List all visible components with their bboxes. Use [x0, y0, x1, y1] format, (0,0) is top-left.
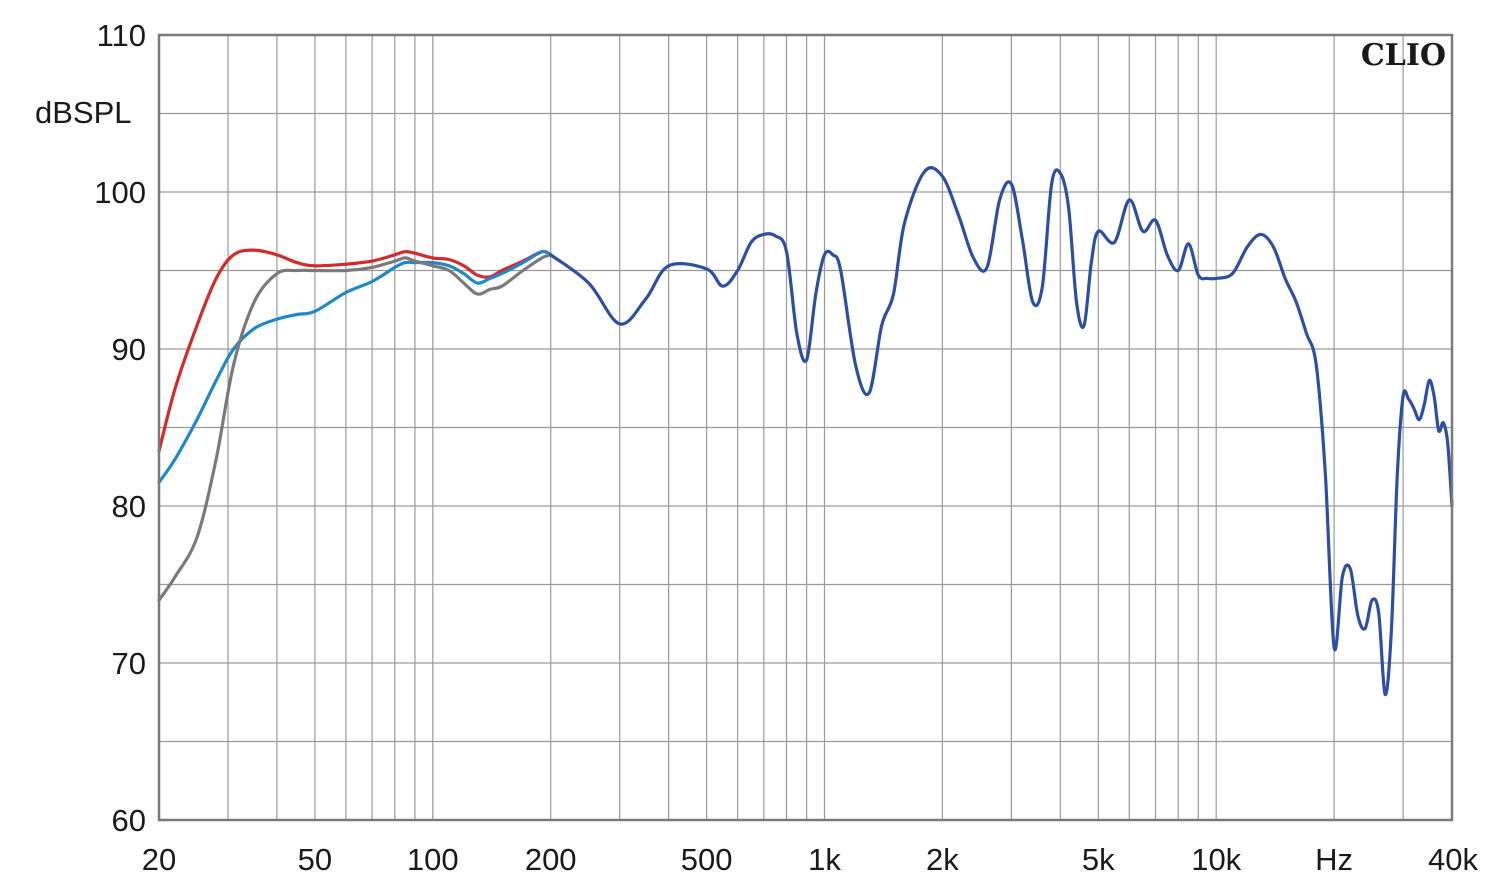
- x-tick-label: 1k: [808, 842, 841, 877]
- y-tick-label: 100: [94, 175, 146, 210]
- y-tick-label: 110: [97, 18, 146, 53]
- x-tick-label: 2k: [926, 842, 959, 877]
- y-tick-label: 70: [112, 646, 146, 681]
- y-tick-label: 90: [112, 332, 146, 367]
- x-tick-label: 500: [681, 842, 733, 877]
- x-tick-label: 200: [525, 842, 577, 877]
- x-tick-label: 5k: [1082, 842, 1115, 877]
- brand-label: CLIO: [1361, 38, 1446, 73]
- x-tick-label: 40k: [1428, 842, 1478, 877]
- response-curve-2: [157, 249, 553, 484]
- curves: [157, 166, 1454, 697]
- x-tick-label: Hz: [1315, 842, 1353, 877]
- y-tick-label: 80: [112, 489, 146, 524]
- response-curve-4: [549, 166, 1454, 697]
- x-tick-label: 50: [298, 842, 332, 877]
- x-tick-label: 100: [407, 842, 459, 877]
- y-tick-label: 60: [112, 803, 146, 838]
- response-curve-3: [157, 253, 553, 602]
- x-tick-labels: 20 50 100 200 500 1k 2k 5k 10k Hz 40k: [142, 842, 1479, 877]
- grid-lines: [158, 34, 1453, 821]
- y-tick-labels: 60 70 80 90 100 110: [94, 18, 146, 838]
- response-curve-1: [157, 248, 553, 453]
- y-axis-label: dBSPL: [35, 95, 132, 130]
- x-tick-label: 10k: [1191, 842, 1241, 877]
- plot-frame: [157, 33, 1454, 822]
- x-tick-label: 20: [142, 842, 176, 877]
